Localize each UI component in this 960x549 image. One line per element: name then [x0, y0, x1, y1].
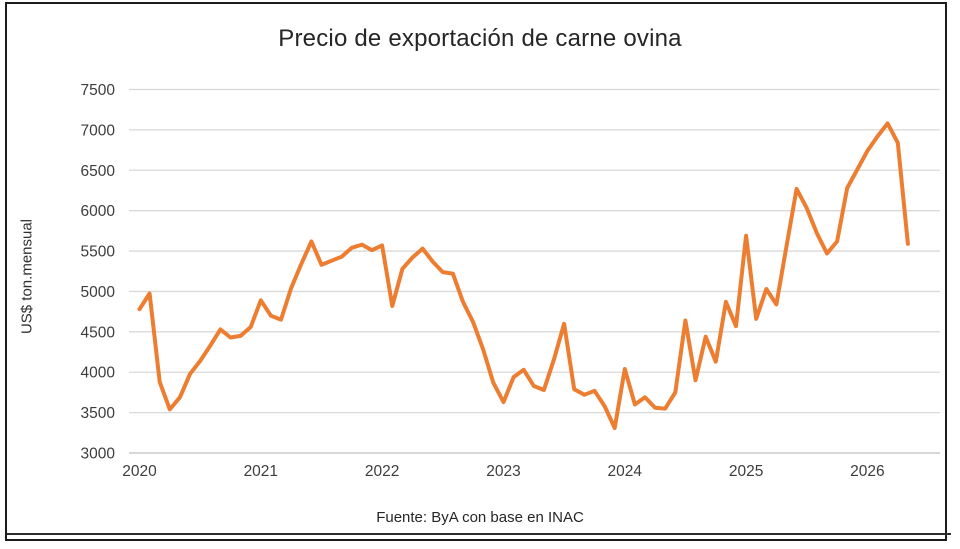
chart-frame: [5, 2, 947, 541]
chart-bottom-edge: [7, 533, 951, 535]
x-tick-label: 2022: [365, 463, 399, 480]
y-tick-label: 5500: [81, 244, 116, 261]
chart-title: Precio de exportación de carne ovina: [278, 25, 682, 52]
y-axis-title: US$ ton.mensual: [18, 218, 36, 335]
y-tick-label: 4500: [81, 324, 116, 341]
x-tick-label: 2021: [244, 463, 278, 480]
x-tick-label: 2023: [486, 463, 520, 480]
y-tick-label: 3000: [81, 446, 116, 463]
y-tick-label: 5000: [81, 284, 116, 301]
x-tick-label: 2024: [608, 463, 643, 480]
x-tick-label: 2026: [850, 463, 884, 480]
y-tick-label: 3500: [81, 405, 116, 422]
y-tick-label: 4000: [81, 365, 116, 382]
y-tick-label: 6500: [81, 163, 116, 180]
y-tick-label: 6000: [81, 203, 116, 220]
x-tick-label: 2020: [122, 463, 157, 480]
source-caption: Fuente: ByA con base en INAC: [376, 509, 584, 526]
x-tick-label: 2025: [729, 463, 763, 480]
y-tick-label: 7000: [81, 122, 116, 139]
y-tick-label: 7500: [81, 82, 116, 99]
price-series-line: [137, 121, 910, 430]
